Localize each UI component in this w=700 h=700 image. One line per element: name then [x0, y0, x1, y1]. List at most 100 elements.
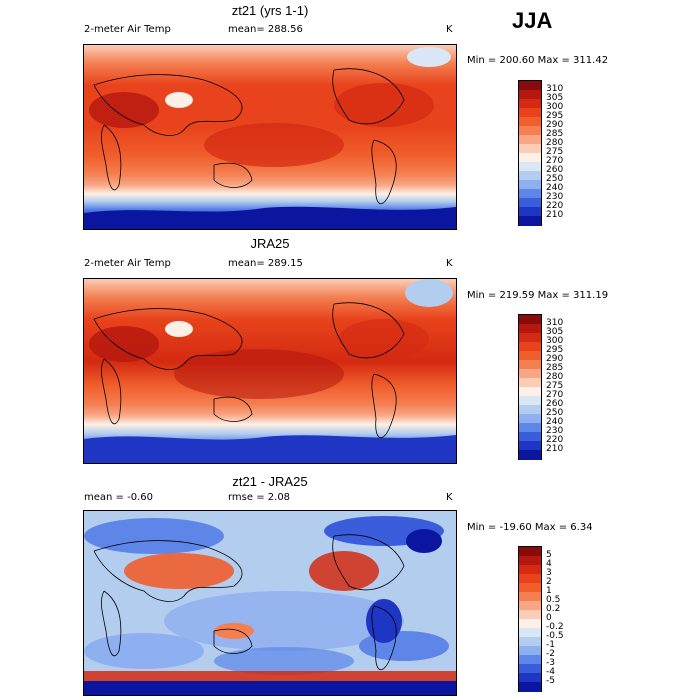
colorbar-tick-label: -0.5: [546, 630, 564, 641]
colorbar-swatch: [519, 387, 541, 397]
colorbar-swatch: [519, 216, 541, 226]
colorbar-tick-label: 270: [546, 389, 564, 400]
panel-2-minmax-label: Min = 219.59 Max = 311.19: [467, 290, 609, 301]
colorbar-swatch: [519, 189, 541, 199]
panel-3-map-field: [84, 511, 456, 695]
colorbar-swatch: [519, 610, 541, 620]
panel-1-colorbar-labels: 310 305 300 295 290 285 280 275 270 260 250 240 230 2…: [546, 80, 586, 224]
colorbar-tick-label: 0: [546, 612, 552, 623]
colorbar-tick-label: 1: [546, 585, 552, 596]
colorbar-swatch: [519, 117, 541, 127]
panel-1-title: zt21 (yrs 1-1): [231, 3, 309, 18]
colorbar-swatch: [519, 315, 541, 325]
colorbar-tick-label: 220: [546, 200, 564, 211]
colorbar-tick-label: 295: [546, 344, 564, 355]
colorbar-tick-label: 275: [546, 146, 564, 157]
colorbar-swatch: [519, 592, 541, 602]
colorbar-swatch: [519, 583, 541, 593]
colorbar-tick-label: 220: [546, 434, 564, 445]
colorbar-swatch: [519, 574, 541, 584]
panel-3-colorbar-labels: 5 4 3 2 1 0.5 0.2 0 -0.2 -0.5 -1 -2 -3 -4 -5: [546, 546, 586, 690]
colorbar-tick-label: 285: [546, 128, 564, 139]
colorbar-swatch: [519, 405, 541, 415]
colorbar-swatch: [519, 619, 541, 629]
colorbar-swatch: [519, 144, 541, 154]
colorbar-swatch: [519, 333, 541, 343]
colorbar-tick-label: 240: [546, 416, 564, 427]
colorbar-tick-label: 280: [546, 137, 564, 148]
colorbar-swatch: [519, 180, 541, 190]
colorbar-tick-label: 210: [546, 209, 564, 220]
colorbar-swatch: [519, 360, 541, 370]
colorbar-tick-label: 310: [546, 83, 564, 94]
colorbar-swatch: [519, 423, 541, 433]
panel-3-minmax-label: Min = -19.60 Max = 6.34: [467, 522, 593, 533]
panel-3-rmse-label: rmse = 2.08: [228, 492, 291, 503]
colorbar-tick-label: 230: [546, 425, 564, 436]
colorbar-tick-label: 305: [546, 326, 564, 337]
colorbar-swatch: [519, 414, 541, 424]
panel-3-colorbar: [518, 546, 542, 692]
colorbar-tick-label: 230: [546, 191, 564, 202]
colorbar-tick-label: 250: [546, 173, 564, 184]
colorbar-swatch: [519, 682, 541, 692]
colorbar-tick-label: -0.2: [546, 621, 564, 632]
colorbar-tick-label: 285: [546, 362, 564, 373]
colorbar-tick-label: 0.2: [546, 603, 561, 614]
colorbar-swatch: [519, 432, 541, 442]
colorbar-swatch: [519, 324, 541, 334]
colorbar-swatch: [519, 171, 541, 181]
panel-3-mean-label: mean = -0.60: [84, 492, 153, 503]
colorbar-tick-label: -3: [546, 657, 555, 668]
panel-1-mean-label: mean= 288.56: [228, 24, 303, 35]
panel-1-units-label: K: [446, 24, 453, 35]
colorbar-swatch: [519, 369, 541, 379]
panel-1-map: [83, 44, 457, 230]
colorbar-tick-label: -1: [546, 639, 555, 650]
colorbar-tick-label: 260: [546, 164, 564, 175]
panel-1-colorbar: [518, 80, 542, 226]
colorbar-swatch: [519, 135, 541, 145]
colorbar-swatch: [519, 198, 541, 208]
colorbar-tick-label: 3: [546, 567, 552, 578]
colorbar-tick-label: 260: [546, 398, 564, 409]
colorbar-tick-label: 4: [546, 558, 552, 569]
colorbar-tick-label: 300: [546, 101, 564, 112]
colorbar-swatch: [519, 601, 541, 611]
panel-3-units-label: K: [446, 492, 453, 503]
colorbar-tick-label: 250: [546, 407, 564, 418]
panel-3-title: zt21 - JRA25: [232, 474, 308, 489]
panel-2-variable-label: 2-meter Air Temp: [84, 258, 171, 269]
colorbar-swatch: [519, 207, 541, 217]
colorbar-tick-label: 290: [546, 353, 564, 364]
colorbar-swatch: [519, 646, 541, 656]
panel-2-colorbar: [518, 314, 542, 460]
colorbar-swatch: [519, 547, 541, 557]
colorbar-swatch: [519, 565, 541, 575]
colorbar-tick-label: 210: [546, 443, 564, 454]
colorbar-swatch: [519, 628, 541, 638]
colorbar-swatch: [519, 351, 541, 361]
colorbar-swatch: [519, 342, 541, 352]
panel-2-map-field: [84, 279, 456, 463]
colorbar-tick-label: 275: [546, 380, 564, 391]
colorbar-swatch: [519, 556, 541, 566]
colorbar-tick-label: 310: [546, 317, 564, 328]
colorbar-swatch: [519, 99, 541, 109]
colorbar-tick-label: -4: [546, 666, 555, 677]
colorbar-tick-label: 2: [546, 576, 552, 587]
colorbar-swatch: [519, 81, 541, 91]
colorbar-swatch: [519, 450, 541, 460]
colorbar-swatch: [519, 90, 541, 100]
panel-1-variable-label: 2-meter Air Temp: [84, 24, 171, 35]
colorbar-swatch: [519, 655, 541, 665]
season-label: JJA: [512, 8, 553, 33]
colorbar-swatch: [519, 162, 541, 172]
colorbar-swatch: [519, 126, 541, 136]
panel-3-map: [83, 510, 457, 696]
colorbar-swatch: [519, 378, 541, 388]
colorbar-tick-label: -5: [546, 675, 555, 686]
colorbar-tick-label: -2: [546, 648, 555, 659]
panel-1-minmax-label: Min = 200.60 Max = 311.42: [467, 55, 609, 66]
colorbar-swatch: [519, 108, 541, 118]
